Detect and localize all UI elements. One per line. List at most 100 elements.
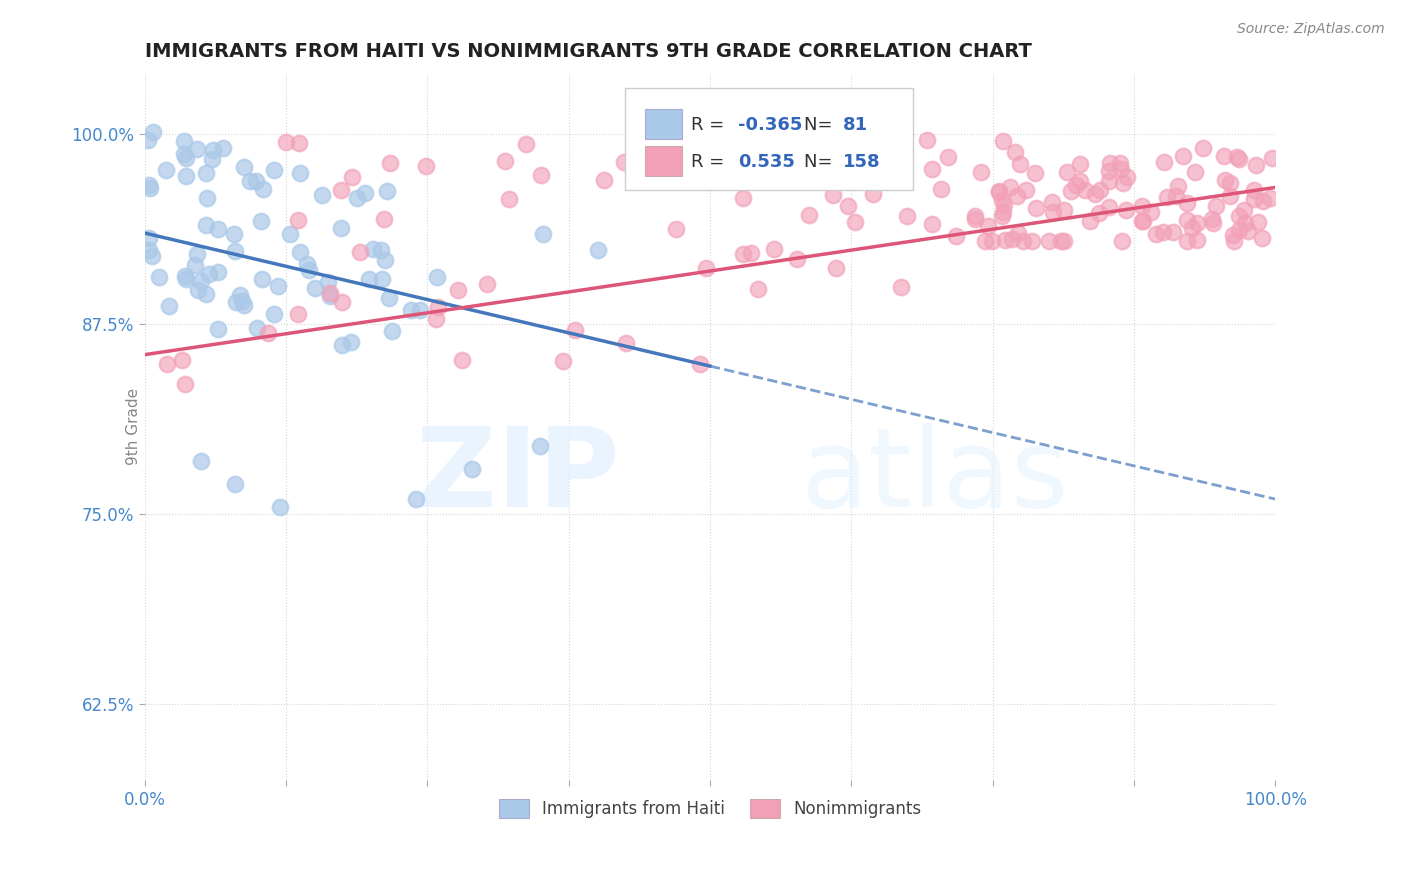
Point — [1015, 183, 1038, 197]
Point — [844, 215, 866, 229]
Point — [363, 242, 385, 256]
Point — [1115, 202, 1137, 217]
Point — [197, 267, 219, 281]
Point — [184, 258, 207, 272]
Point — [1237, 224, 1260, 238]
Point — [564, 323, 586, 337]
Point — [1201, 211, 1223, 226]
Text: 81: 81 — [844, 116, 869, 134]
Point — [330, 294, 353, 309]
Y-axis label: 9th Grade: 9th Grade — [127, 388, 141, 466]
Point — [1084, 186, 1107, 201]
Point — [371, 272, 394, 286]
Point — [1098, 200, 1121, 214]
Point — [869, 159, 891, 173]
Point — [415, 159, 437, 173]
Point — [378, 156, 401, 170]
Point — [993, 234, 1015, 248]
Point — [1144, 227, 1167, 241]
Text: N=: N= — [804, 116, 838, 134]
Point — [186, 142, 208, 156]
Point — [239, 174, 262, 188]
Point — [450, 353, 472, 368]
Text: ZIP: ZIP — [416, 423, 620, 530]
Text: IMMIGRANTS FROM HAITI VS NONIMMIGRANTS 9TH GRADE CORRELATION CHART: IMMIGRANTS FROM HAITI VS NONIMMIGRANTS 9… — [145, 42, 1032, 61]
Point — [311, 188, 333, 202]
Point — [614, 336, 637, 351]
Point — [425, 311, 447, 326]
Point — [613, 155, 636, 169]
Point — [921, 217, 943, 231]
Point — [304, 281, 326, 295]
Text: Source: ZipAtlas.com: Source: ZipAtlas.com — [1237, 22, 1385, 37]
Point — [810, 162, 832, 177]
Point — [498, 192, 520, 206]
Point — [529, 168, 551, 182]
Point — [405, 491, 427, 506]
Point — [1098, 164, 1121, 178]
Point — [1166, 188, 1188, 202]
Point — [148, 269, 170, 284]
Point — [1008, 157, 1031, 171]
Point — [138, 231, 160, 245]
Point — [1219, 189, 1241, 203]
Point — [173, 134, 195, 148]
Point — [689, 357, 711, 371]
Point — [1090, 183, 1112, 197]
Point — [250, 271, 273, 285]
Point — [201, 143, 224, 157]
Point — [1098, 174, 1121, 188]
Point — [174, 271, 197, 285]
Point — [740, 246, 762, 260]
Point — [970, 165, 993, 179]
Point — [447, 284, 470, 298]
Point — [1025, 202, 1047, 216]
Point — [354, 186, 377, 200]
Point — [775, 129, 797, 144]
Point — [1004, 145, 1026, 159]
Point — [190, 454, 212, 468]
Point — [1050, 234, 1073, 248]
Point — [224, 476, 246, 491]
Point — [252, 182, 274, 196]
Point — [1001, 232, 1024, 246]
Point — [586, 243, 609, 257]
Point — [263, 163, 285, 178]
Point — [1251, 194, 1274, 209]
Point — [1161, 225, 1184, 239]
Point — [852, 128, 875, 143]
Point — [346, 191, 368, 205]
Point — [792, 161, 814, 175]
Point — [832, 167, 855, 181]
Point — [1005, 189, 1028, 203]
Point — [461, 461, 484, 475]
Point — [155, 163, 177, 178]
Point — [1140, 204, 1163, 219]
Point — [1185, 215, 1208, 229]
Point — [207, 222, 229, 236]
Point — [267, 279, 290, 293]
Point — [1021, 234, 1043, 248]
Point — [1011, 234, 1033, 248]
Point — [174, 377, 197, 392]
Point — [1219, 176, 1241, 190]
Text: 0.535: 0.535 — [738, 153, 794, 170]
Point — [1074, 183, 1097, 197]
Point — [138, 181, 160, 195]
Point — [993, 198, 1015, 212]
Point — [287, 307, 309, 321]
Point — [174, 169, 197, 183]
Text: N=: N= — [804, 153, 838, 170]
Point — [981, 234, 1004, 248]
Point — [1109, 162, 1132, 177]
Point — [987, 186, 1010, 200]
Point — [1038, 234, 1060, 248]
Point — [195, 191, 218, 205]
Point — [551, 354, 574, 368]
Point — [494, 154, 516, 169]
Point — [1180, 221, 1202, 235]
Point — [963, 209, 986, 223]
Point — [426, 300, 449, 314]
Point — [1064, 178, 1087, 192]
Point — [592, 172, 614, 186]
